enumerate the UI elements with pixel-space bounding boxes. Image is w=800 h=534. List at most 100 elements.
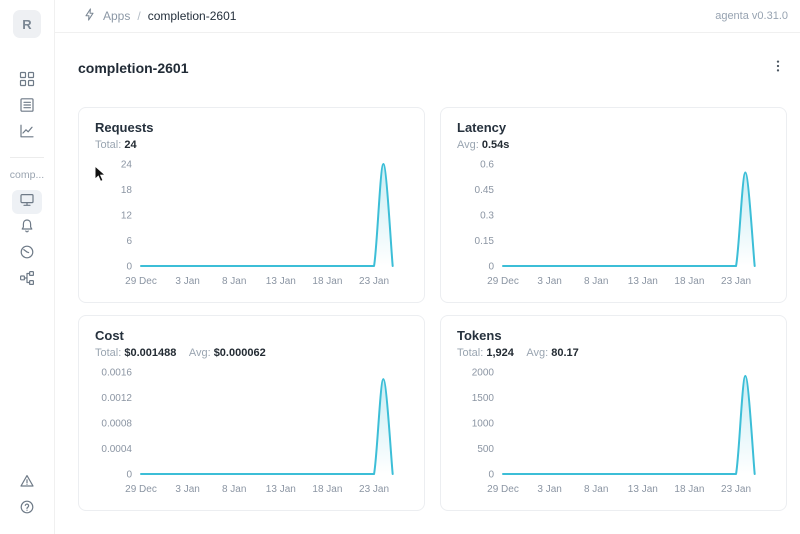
page-header: completion-2601 [78,57,788,79]
svg-text:0.15: 0.15 [475,236,495,247]
line-chart-icon [19,123,35,144]
svg-text:13 Jan: 13 Jan [628,484,658,495]
page-title: completion-2601 [78,60,189,76]
more-options-button[interactable] [768,58,788,78]
svg-text:24: 24 [121,160,133,171]
svg-text:29 Dec: 29 Dec [487,484,519,495]
svg-text:8 Jan: 8 Jan [222,484,246,495]
svg-text:18: 18 [121,185,133,196]
breadcrumb-apps-link[interactable]: Apps [103,9,131,23]
sidebar-item-overview[interactable] [12,190,42,214]
stat-label: Avg: [457,139,479,151]
metrics-grid: Requests Total: 24 0 6 12 18 24 29 Dec 3 Jan 8 … [78,107,788,511]
svg-text:0.0008: 0.0008 [101,419,132,430]
stat-value: 1,924 [486,347,514,359]
sidebar-item-app-management[interactable] [12,69,42,93]
breadcrumb: Apps / completion-2601 [83,8,236,24]
card-stats: Avg: 0.54s [457,138,770,152]
metric-card-tokens: Tokens Total: 1,924 Avg: 80.17 0 500 1000 1… [440,315,787,511]
svg-text:13 Jan: 13 Jan [266,276,296,287]
svg-text:23 Jan: 23 Jan [721,276,751,287]
card-title: Requests [95,120,154,135]
svg-text:6: 6 [126,236,132,247]
sidebar-app-name: comp... [9,169,45,181]
svg-text:0.0012: 0.0012 [101,393,132,404]
sidebar-item-observability[interactable] [12,121,42,145]
card-title: Latency [457,120,507,135]
stat-value: 24 [124,139,137,151]
svg-text:3 Jan: 3 Jan [537,276,561,287]
svg-text:1500: 1500 [472,393,495,404]
svg-text:29 Dec: 29 Dec [125,276,157,287]
svg-text:0: 0 [488,470,494,481]
svg-text:13 Jan: 13 Jan [628,276,658,287]
svg-text:0.0016: 0.0016 [101,368,132,379]
svg-text:12: 12 [121,211,133,222]
svg-text:8 Jan: 8 Jan [584,276,608,287]
svg-text:1000: 1000 [472,419,495,430]
svg-text:18 Jan: 18 Jan [312,276,342,287]
metric-card-latency: Latency Avg: 0.54s 0 0.15 0.3 0.45 0.6 29 Dec… [440,107,787,303]
svg-text:0.0004: 0.0004 [101,444,132,455]
svg-text:18 Jan: 18 Jan [312,484,342,495]
sidebar-item-alerts[interactable] [12,471,42,495]
tokens-chart-canvas: 0 500 1000 1500 2000 29 Dec 3 Jan 8 Jan 13 Jan 18… [472,368,756,495]
sidebar-item-test-sets[interactable] [12,95,42,119]
svg-text:29 Dec: 29 Dec [487,276,519,287]
workspace-avatar[interactable]: R [13,10,41,38]
svg-text:3 Jan: 3 Jan [175,276,199,287]
lightning-icon [83,8,96,24]
svg-text:3 Jan: 3 Jan [175,484,199,495]
stat-value: $0.000062 [213,347,266,359]
svg-text:2000: 2000 [472,368,495,379]
sidebar-item-gauge[interactable] [12,242,42,266]
svg-text:0: 0 [126,470,132,481]
tree-icon [19,270,35,291]
rows-icon [19,97,35,118]
help-circle-icon [19,499,35,520]
svg-text:0.45: 0.45 [475,185,495,196]
metric-card-requests: Requests Total: 24 0 6 12 18 24 29 Dec 3 Jan 8 … [78,107,425,303]
stat-label: Total: [95,347,122,359]
svg-text:500: 500 [477,444,494,455]
sidebar-item-help[interactable] [12,497,42,521]
sidebar-item-traces[interactable] [12,268,42,292]
overview-content: completion-2601 Requests Total: 24 0 6 12 1… [55,33,800,511]
svg-text:8 Jan: 8 Jan [222,276,246,287]
card-title: Tokens [457,328,502,343]
breadcrumb-separator: / [137,9,141,23]
gauge-icon [19,244,35,265]
svg-text:8 Jan: 8 Jan [584,484,608,495]
sidebar: R comp... [0,0,55,534]
svg-text:29 Dec: 29 Dec [125,484,157,495]
card-title: Cost [95,328,124,343]
kebab-icon [771,59,785,78]
svg-text:3 Jan: 3 Jan [537,484,561,495]
grid-icon [19,71,35,92]
app-version-label: agenta v0.31.0 [715,10,788,22]
main-column: Apps / completion-2601 agenta v0.31.0 co… [55,0,800,534]
stat-value: $0.001488 [124,347,177,359]
requests-chart-canvas: 0 6 12 18 24 29 Dec 3 Jan 8 Jan 13 Jan 18 Jan 23 J… [121,160,394,287]
svg-text:23 Jan: 23 Jan [359,484,389,495]
stat-value: 80.17 [551,347,579,359]
stat-label: Avg: [188,347,211,359]
stat-label: Total: [95,139,122,151]
stat-label: Avg: [526,347,549,359]
metric-card-cost: Cost Total: $0.001488 Avg: $0.000062 0 0.… [78,315,425,511]
sidebar-divider [10,157,44,158]
card-stats: Total: $0.001488 Avg: $0.000062 [95,346,408,360]
cost-chart-canvas: 0 0.0004 0.0008 0.0012 0.0016 29 Dec 3 Jan 8 Ja… [101,368,394,495]
svg-text:18 Jan: 18 Jan [674,276,704,287]
latency-chart-canvas: 0 0.15 0.3 0.45 0.6 29 Dec 3 Jan 8 Jan 13 Jan 18 … [475,160,756,287]
svg-text:0.3: 0.3 [480,211,494,222]
card-stats: Total: 1,924 Avg: 80.17 [457,346,770,360]
svg-text:13 Jan: 13 Jan [266,484,296,495]
svg-text:0: 0 [488,262,494,273]
card-stats: Total: 24 [95,138,408,152]
topbar: Apps / completion-2601 agenta v0.31.0 [55,0,800,33]
svg-text:23 Jan: 23 Jan [359,276,389,287]
sidebar-item-notifications[interactable] [12,216,42,240]
stat-value: 0.54s [481,139,510,151]
